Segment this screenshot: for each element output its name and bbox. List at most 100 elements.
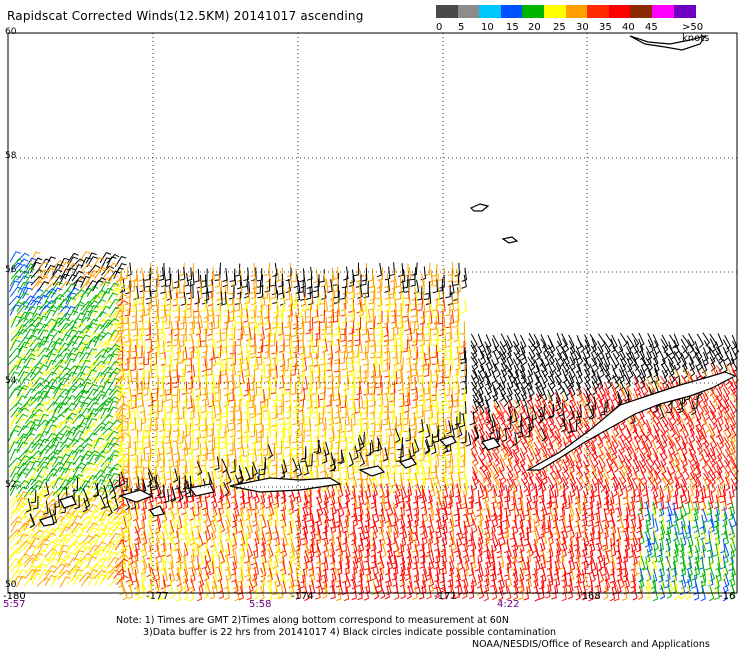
wind-barb (530, 518, 536, 533)
wind-barb (629, 489, 636, 504)
wind-barb (484, 531, 490, 546)
wind-barb (695, 440, 704, 455)
wind-barb (498, 410, 506, 426)
wind-barb (37, 280, 50, 292)
wind-barb (472, 471, 480, 486)
wind-barb (52, 346, 65, 358)
wind-barb (236, 435, 243, 450)
wind-barb (442, 477, 448, 492)
wind-barb (152, 459, 158, 474)
wind-barb (724, 459, 732, 475)
wind-barb (435, 418, 441, 433)
wind-barb (37, 543, 49, 555)
wind-barb (245, 332, 251, 347)
wind-barb (569, 410, 577, 425)
wind-barb (623, 506, 629, 521)
wind-barb (369, 303, 375, 318)
wind-barb (152, 417, 159, 432)
wind-barb (638, 496, 644, 511)
wind-barb (554, 430, 562, 445)
wind-barb (10, 335, 22, 348)
wind-barb (180, 310, 187, 325)
wind-barb (409, 430, 416, 444)
wind-barb (29, 534, 42, 546)
wind-barb (114, 316, 127, 328)
wind-barb (688, 399, 694, 414)
wind-barb (107, 282, 120, 294)
wind-barb (593, 513, 600, 528)
wind-barb (541, 358, 547, 373)
wind-barb (611, 423, 620, 438)
wind-barb (321, 416, 327, 431)
wind-barb (143, 316, 151, 330)
wind-barb (229, 466, 235, 481)
wind-barb (623, 562, 629, 578)
wind-barb (479, 350, 487, 366)
wind-barb (348, 465, 355, 480)
wind-barb (202, 519, 209, 535)
wind-barb (22, 287, 33, 299)
wind-barb (425, 298, 431, 313)
wind-barb (116, 530, 130, 540)
wind-barb (306, 464, 312, 479)
wind-barb (58, 281, 71, 292)
wind-barb (113, 310, 125, 322)
wind-barb (723, 416, 730, 432)
wind-barb (424, 314, 430, 329)
wind-barb (494, 345, 502, 360)
wind-barb (506, 572, 512, 588)
wind-barb (575, 495, 582, 511)
wind-barb (295, 521, 302, 536)
wind-barb (605, 374, 613, 390)
wind-barb (468, 489, 475, 504)
wind-barb (561, 362, 569, 378)
wind-barb (285, 416, 291, 431)
wind-barb (349, 308, 355, 323)
wind-barb (50, 376, 63, 388)
wind-barb (581, 526, 587, 541)
wind-barb (57, 317, 71, 328)
wind-barb (78, 417, 90, 429)
wind-barb (202, 508, 209, 524)
wind-barb (193, 556, 200, 571)
wind-barb (43, 288, 57, 298)
wind-barb (647, 428, 656, 443)
wind-barb (146, 262, 153, 277)
wind-barb (374, 364, 380, 379)
wind-barb (626, 477, 633, 493)
wind-barb (100, 550, 113, 562)
wind-barb (485, 334, 492, 349)
wind-barb (227, 369, 234, 383)
wind-barb (316, 567, 322, 582)
wind-barb (264, 278, 271, 293)
wind-barb (216, 401, 222, 416)
wind-barb (327, 304, 334, 319)
wind-barb (57, 550, 68, 563)
wind-barb (58, 273, 70, 286)
wind-barb (555, 404, 561, 420)
wind-barb (24, 467, 38, 479)
wind-barb (396, 303, 402, 317)
wind-barb (402, 275, 409, 289)
wind-barb (297, 398, 305, 412)
wind-barb (521, 350, 528, 366)
wind-barb (45, 340, 57, 353)
wind-barb (285, 364, 292, 378)
wind-barb (114, 442, 127, 454)
wind-barb (10, 360, 23, 371)
wind-barb (728, 557, 734, 572)
wind-barb (694, 454, 700, 470)
wind-barb (24, 357, 36, 369)
wind-barb (397, 298, 404, 312)
wind-barb (119, 526, 125, 542)
wind-barb (574, 520, 580, 535)
wind-barb (244, 549, 250, 564)
wind-barb (440, 298, 446, 313)
wind-barb (674, 399, 682, 415)
wind-barb (477, 542, 483, 557)
wind-barb (87, 453, 99, 466)
wind-barb (22, 383, 35, 395)
wind-barb (173, 275, 180, 289)
wind-barb (459, 453, 466, 468)
wind-barb (184, 422, 192, 437)
